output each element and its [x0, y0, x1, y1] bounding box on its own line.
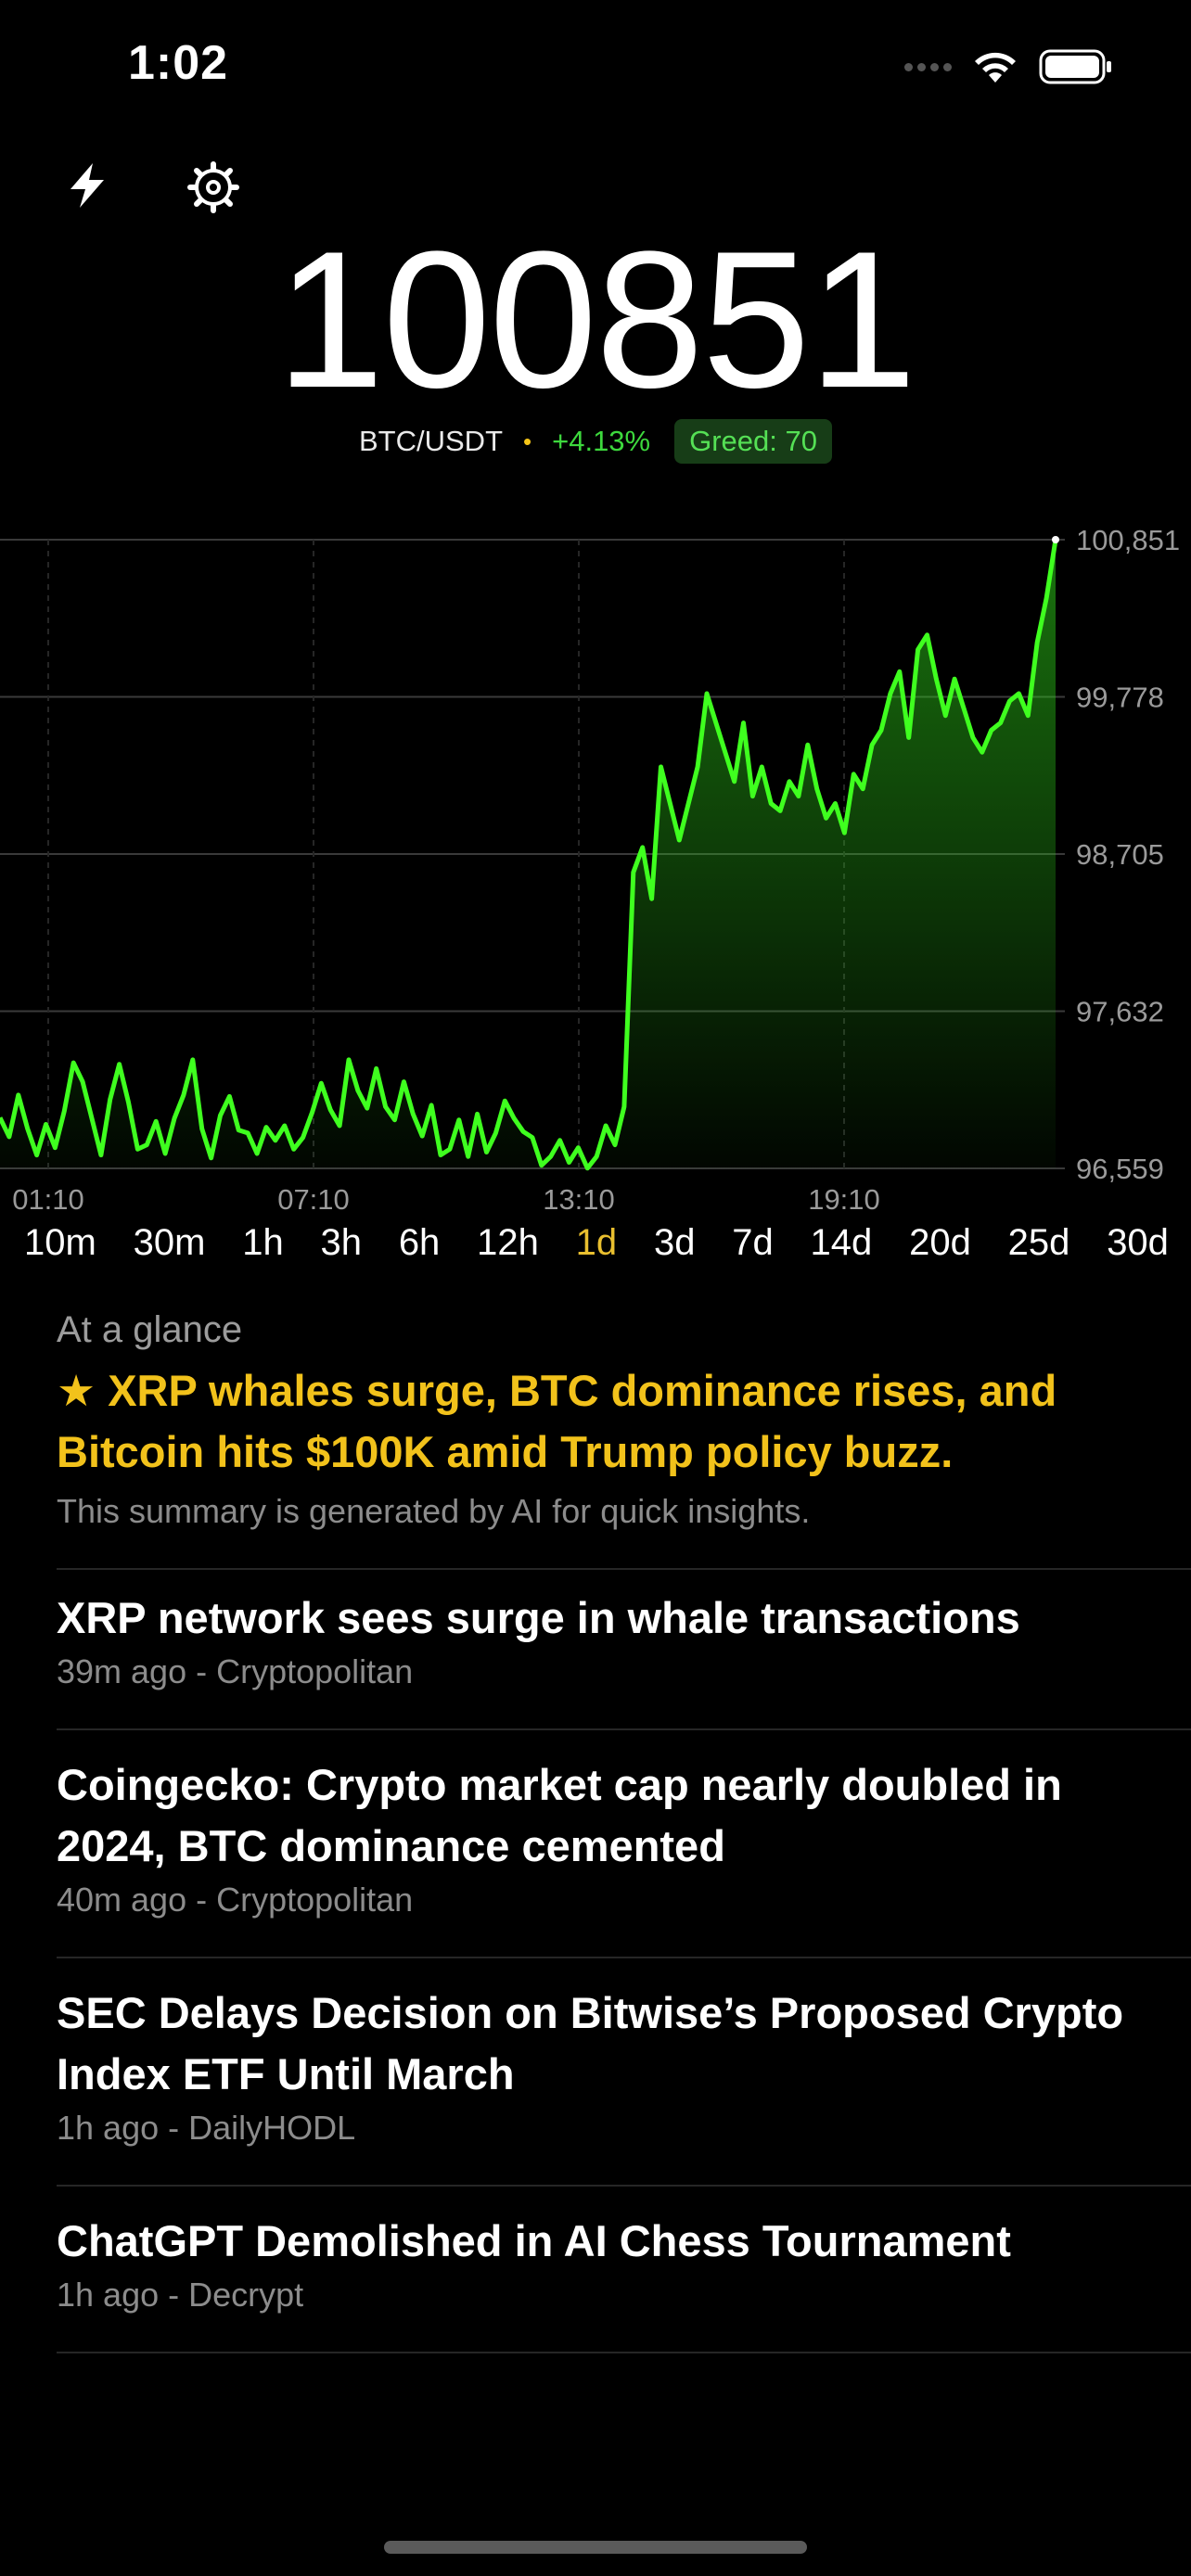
news-meta: 40m ago - Cryptopolitan	[57, 1881, 414, 1919]
divider	[57, 1568, 1191, 1570]
price-chart[interactable]: 100,851 99,778 98,705 97,632 96,559 01:10 07:…	[0, 519, 1191, 1224]
range-tab-1h[interactable]: 1h	[242, 1222, 284, 1263]
range-tab-3d[interactable]: 3d	[653, 1222, 696, 1263]
x-tick-label: 19:10	[808, 1183, 880, 1216]
glance-heading: At a glance	[57, 1309, 243, 1350]
battery-icon	[1039, 49, 1111, 84]
home-indicator	[384, 2541, 807, 2554]
y-tick-label: 97,632	[1076, 996, 1164, 1028]
divider	[57, 1957, 1191, 1958]
news-meta: 1h ago - DailyHODL	[57, 2109, 356, 2147]
range-tab-25d[interactable]: 25d	[1007, 1222, 1070, 1263]
news-item[interactable]: Coingecko: Crypto market cap nearly doub…	[57, 1754, 1191, 1958]
range-tab-20d[interactable]: 20d	[909, 1222, 971, 1263]
price-change: +4.13%	[552, 425, 651, 457]
status-icons	[904, 48, 1113, 85]
range-tab-12h[interactable]: 12h	[477, 1222, 539, 1263]
glance-section: At a glance ★ XRP whales surge, BTC domi…	[57, 1309, 1191, 1570]
news-title: SEC Delays Decision on Bitwise’s Propose…	[57, 1988, 1124, 2098]
range-tab-1d[interactable]: 1d	[575, 1222, 618, 1263]
divider	[57, 2352, 1191, 2353]
range-tab-7d[interactable]: 7d	[732, 1222, 774, 1263]
divider	[57, 2185, 1191, 2187]
chart-end-point	[1052, 536, 1059, 543]
trading-pair: BTC/USDT	[359, 425, 503, 457]
y-tick-label: 100,851	[1076, 524, 1180, 556]
signal-icon	[904, 62, 952, 71]
news-item[interactable]: ChatGPT Demolished in AI Chess Tournamen…	[57, 2211, 1191, 2353]
price-subline: BTC/USDT • +4.13% Greed: 70	[0, 419, 1191, 464]
chart-line	[0, 539, 1058, 1171]
range-tab-30m[interactable]: 30m	[133, 1222, 206, 1263]
separator-dot: •	[523, 427, 532, 455]
current-price: 100851	[275, 210, 917, 428]
greed-badge: Greed: 70	[674, 419, 832, 464]
glance-note: This summary is generated by AI for quic…	[57, 1492, 811, 1530]
y-tick-label: 99,778	[1076, 682, 1164, 714]
news-title: XRP network sees surge in whale transact…	[57, 1593, 1020, 1642]
gear-icon[interactable]	[186, 159, 241, 215]
news-title: ChatGPT Demolished in AI Chess Tournamen…	[57, 2216, 1011, 2265]
x-tick-label: 07:10	[277, 1183, 350, 1216]
range-tab-6h[interactable]: 6h	[398, 1222, 441, 1263]
divider	[57, 1728, 1191, 1730]
range-tab-30d[interactable]: 30d	[1107, 1222, 1169, 1263]
bolt-icon[interactable]	[61, 159, 113, 211]
glance-summary[interactable]: ★ XRP whales surge, BTC dominance rises,…	[57, 1366, 1057, 1476]
x-tick-label: 01:10	[12, 1183, 84, 1216]
x-tick-label: 13:10	[543, 1183, 615, 1216]
news-item[interactable]: XRP network sees surge in whale transact…	[57, 1588, 1191, 1730]
news-title: Coingecko: Crypto market cap nearly doub…	[57, 1760, 1062, 1870]
y-tick-label: 98,705	[1076, 838, 1164, 871]
range-tab-14d[interactable]: 14d	[810, 1222, 873, 1263]
y-axis-labels: 100,851 99,778 98,705 97,632 96,559	[1076, 524, 1180, 1185]
range-tab-3h[interactable]: 3h	[320, 1222, 363, 1263]
status-time: 1:02	[128, 36, 229, 90]
range-tab-10m[interactable]: 10m	[24, 1222, 96, 1263]
range-tabs: 10m 30m 1h 3h 6h 12h 1d 3d 7d 14d 20d 25d 30d	[19, 1222, 1174, 1264]
news-meta: 39m ago - Cryptopolitan	[57, 1652, 414, 1690]
chart-area	[0, 540, 1056, 1168]
y-tick-label: 96,559	[1076, 1153, 1164, 1185]
news-meta: 1h ago - Decrypt	[57, 2276, 304, 2314]
wifi-icon	[975, 52, 1016, 83]
x-axis-labels: 01:10 07:10 13:10 19:10	[12, 1183, 880, 1216]
news-item[interactable]: SEC Delays Decision on Bitwise’s Propose…	[57, 1983, 1191, 2187]
